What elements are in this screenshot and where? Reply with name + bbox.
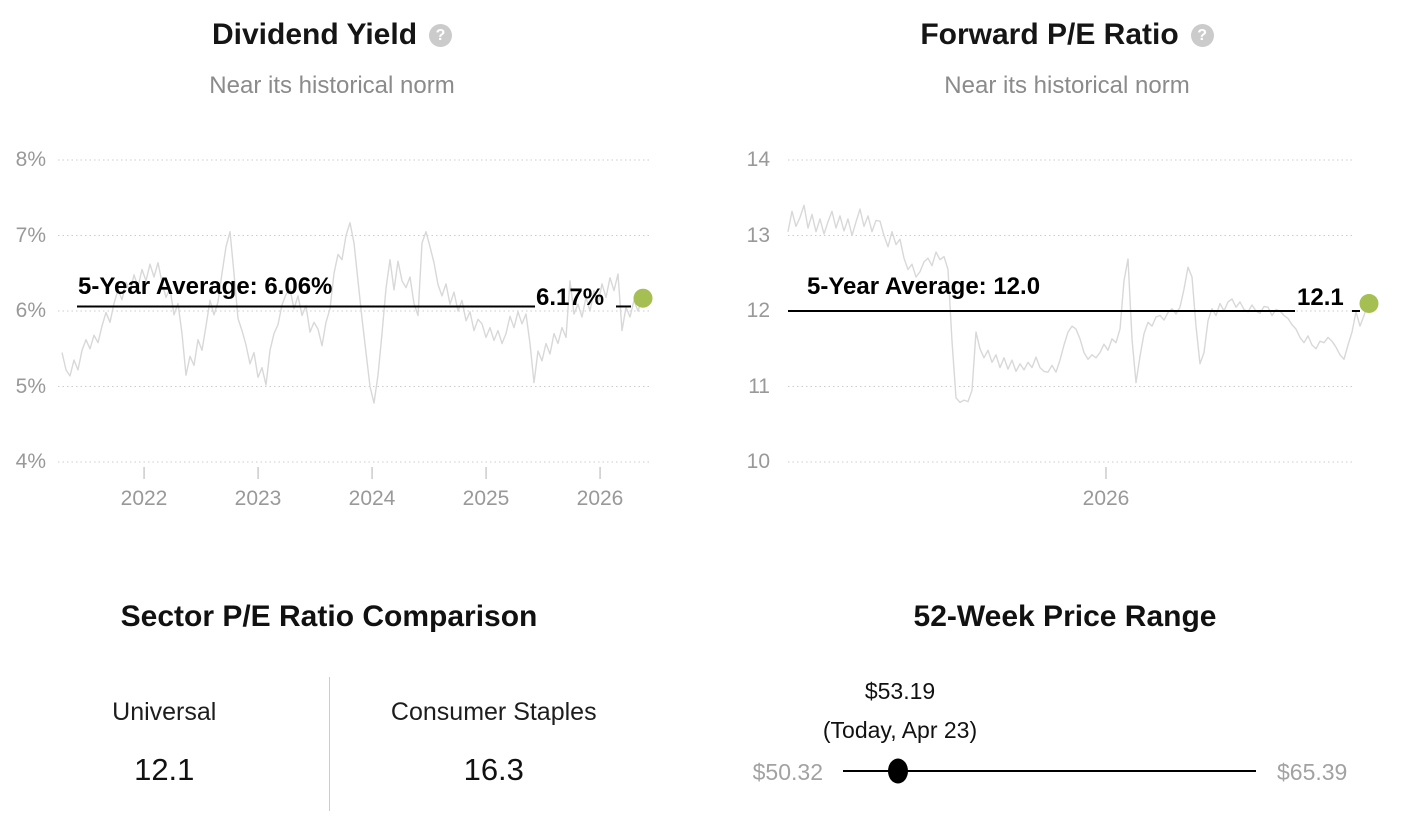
forward-pe-average-label: 5-Year Average: 12.0 bbox=[807, 273, 1041, 300]
question-mark-icon[interactable]: ? bbox=[1190, 23, 1214, 47]
current-price-caption: (Today, Apr 23) bbox=[822, 717, 978, 743]
dividend-yield-subtitle: Near its historical norm bbox=[209, 72, 455, 99]
sector-column-value: 12.1 bbox=[134, 752, 195, 787]
sector-column-value: 16.3 bbox=[463, 752, 524, 787]
sector-column-label: Consumer Staples bbox=[390, 698, 597, 726]
forward-pe-current-label: 12.1 bbox=[1297, 284, 1344, 311]
dividend-yield-current-label: 6.17% bbox=[536, 284, 605, 311]
current-value-dot bbox=[633, 288, 653, 308]
sector-pe-comparison-section: Sector P/E Ratio Comparison Universal 12… bbox=[0, 598, 658, 811]
forward-pe-title: Forward P/E Ratio bbox=[920, 18, 1179, 51]
dividend-yield-header: Dividend Yield ? Near its historical nor… bbox=[0, 16, 664, 101]
price-range-high: $65.39 bbox=[1277, 759, 1348, 785]
sector-column-label: Universal bbox=[112, 698, 217, 726]
price-range-marker bbox=[888, 758, 908, 784]
price-range-title: 52-Week Price Range bbox=[913, 600, 1217, 633]
column-divider bbox=[328, 677, 330, 811]
forward-pe-series-line bbox=[787, 204, 1369, 404]
price-range-section: 52-Week Price Range bbox=[735, 598, 1395, 636]
sector-comparison-title: Sector P/E Ratio Comparison bbox=[120, 600, 538, 633]
dividend-yield-average-label: 5-Year Average: 6.06% bbox=[78, 273, 333, 300]
current-value-dot bbox=[1359, 294, 1379, 313]
current-price: $53.19 bbox=[864, 678, 936, 704]
price-range-track bbox=[843, 770, 1256, 772]
dividend-yield-series-line bbox=[61, 221, 643, 404]
sector-column-consumer-staples: Consumer Staples 16.3 bbox=[330, 677, 659, 811]
sector-column-universal: Universal 12.1 bbox=[0, 677, 329, 811]
price-range-low: $50.32 bbox=[752, 759, 823, 785]
question-mark-icon[interactable]: ? bbox=[429, 23, 453, 47]
forward-pe-subtitle: Near its historical norm bbox=[944, 72, 1190, 99]
dividend-yield-title: Dividend Yield bbox=[211, 18, 418, 51]
forward-pe-header: Forward P/E Ratio ? Near its historical … bbox=[735, 16, 1399, 101]
